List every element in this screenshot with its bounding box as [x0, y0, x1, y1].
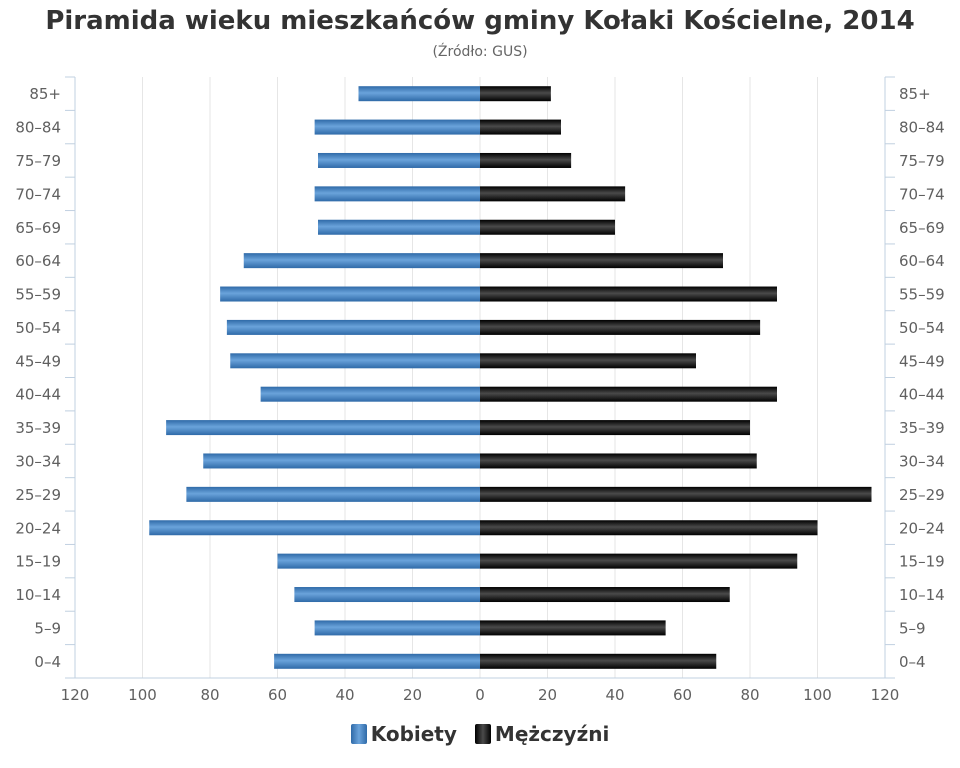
legend-item-kobiety[interactable]: Kobiety [350, 722, 457, 746]
legend-swatch-mezczyzni [474, 724, 491, 744]
bar-mezczyzni[interactable] [480, 219, 615, 235]
y-category-label-left: 10–14 [15, 586, 61, 604]
bar-kobiety[interactable] [277, 553, 481, 569]
y-category-label-left: 65–69 [15, 219, 61, 237]
y-category-label-right: 30–34 [899, 452, 945, 470]
legend-label-mezczyzni: Mężczyźni [494, 722, 610, 746]
y-category-label-right: 65–69 [899, 219, 945, 237]
bar-kobiety[interactable] [358, 86, 481, 102]
x-tick-label: 20 [538, 686, 557, 704]
bar-kobiety[interactable] [314, 119, 480, 135]
bar-mezczyzni[interactable] [480, 553, 798, 569]
bar-kobiety[interactable] [318, 219, 480, 235]
y-category-label-right: 35–39 [899, 419, 945, 437]
y-category-label-left: 15–19 [15, 553, 61, 571]
x-tick-label: 0 [475, 686, 485, 704]
bar-kobiety[interactable] [294, 587, 480, 603]
bar-kobiety[interactable] [318, 152, 480, 168]
y-category-label-right: 55–59 [899, 286, 945, 304]
legend-label-kobiety: Kobiety [370, 722, 457, 746]
bar-mezczyzni[interactable] [480, 286, 777, 302]
bar-kobiety[interactable] [314, 186, 480, 202]
y-category-label-right: 60–64 [899, 252, 945, 270]
x-tick-label: 120 [871, 686, 900, 704]
bar-mezczyzni[interactable] [480, 486, 872, 502]
y-category-label-right: 20–24 [899, 519, 945, 537]
bar-kobiety[interactable] [226, 319, 480, 335]
bar-mezczyzni[interactable] [480, 453, 757, 469]
y-category-label-left: 30–34 [15, 452, 61, 470]
y-category-label-left: 40–44 [15, 386, 61, 404]
y-category-label-left: 25–29 [15, 486, 61, 504]
chart-subtitle: (Źródło: GUS) [432, 44, 528, 60]
y-category-label-right: 50–54 [899, 319, 945, 337]
x-tick-label: 40 [335, 686, 354, 704]
bar-kobiety[interactable] [149, 520, 480, 536]
bar-kobiety[interactable] [274, 653, 480, 669]
y-category-label-left: 0–4 [34, 653, 61, 671]
y-category-label-left: 85+ [29, 85, 61, 103]
y-category-label-right: 80–84 [899, 119, 945, 137]
bar-mezczyzni[interactable] [480, 119, 561, 135]
x-tick-label: 120 [61, 686, 90, 704]
bar-mezczyzni[interactable] [480, 86, 551, 102]
legend-item-mezczyzni[interactable]: Mężczyźni [474, 722, 610, 746]
chart-title: Piramida wieku mieszkańców gminy Kołaki … [45, 6, 915, 36]
y-category-label-right: 70–74 [899, 185, 945, 203]
bar-kobiety[interactable] [314, 620, 480, 636]
x-tick-label: 60 [268, 686, 287, 704]
bar-mezczyzni[interactable] [480, 587, 730, 603]
bar-mezczyzni[interactable] [480, 353, 696, 369]
legend-swatch-kobiety [350, 724, 367, 744]
bar-kobiety[interactable] [243, 253, 480, 269]
x-tick-label: 100 [803, 686, 832, 704]
x-tick-label: 80 [200, 686, 219, 704]
y-category-label-right: 0–4 [899, 653, 926, 671]
bar-kobiety[interactable] [203, 453, 480, 469]
x-tick-label: 100 [128, 686, 157, 704]
bar-mezczyzni[interactable] [480, 386, 777, 402]
bar-mezczyzni[interactable] [480, 253, 723, 269]
bar-mezczyzni[interactable] [480, 653, 717, 669]
x-tick-label: 80 [740, 686, 759, 704]
y-category-label-left: 35–39 [15, 419, 61, 437]
bar-mezczyzni[interactable] [480, 186, 626, 202]
bar-kobiety[interactable] [230, 353, 480, 369]
y-category-label-right: 15–19 [899, 553, 945, 571]
y-category-label-right: 10–14 [899, 586, 945, 604]
bar-kobiety[interactable] [186, 486, 480, 502]
bar-mezczyzni[interactable] [480, 620, 666, 636]
y-category-label-right: 75–79 [899, 152, 945, 170]
bar-kobiety[interactable] [220, 286, 480, 302]
y-category-label-left: 55–59 [15, 286, 61, 304]
y-category-label-left: 45–49 [15, 352, 61, 370]
bar-kobiety[interactable] [260, 386, 480, 402]
y-category-label-right: 5–9 [899, 619, 926, 637]
y-category-label-left: 80–84 [15, 119, 61, 137]
bar-mezczyzni[interactable] [480, 319, 761, 335]
bar-kobiety[interactable] [166, 420, 480, 436]
x-tick-label: 60 [673, 686, 692, 704]
y-category-label-left: 75–79 [15, 152, 61, 170]
y-category-label-left: 50–54 [15, 319, 61, 337]
y-category-label-left: 70–74 [15, 185, 61, 203]
y-category-label-left: 5–9 [34, 619, 61, 637]
bar-mezczyzni[interactable] [480, 420, 750, 436]
y-category-label-left: 20–24 [15, 519, 61, 537]
y-category-label-right: 40–44 [899, 386, 945, 404]
y-category-label-right: 85+ [899, 85, 931, 103]
x-tick-label: 40 [605, 686, 624, 704]
y-category-label-right: 25–29 [899, 486, 945, 504]
legend: Kobiety Mężczyźni [0, 722, 960, 746]
bar-mezczyzni[interactable] [480, 152, 572, 168]
y-category-label-left: 60–64 [15, 252, 61, 270]
y-category-label-right: 45–49 [899, 352, 945, 370]
bar-mezczyzni[interactable] [480, 520, 818, 536]
x-tick-label: 20 [403, 686, 422, 704]
